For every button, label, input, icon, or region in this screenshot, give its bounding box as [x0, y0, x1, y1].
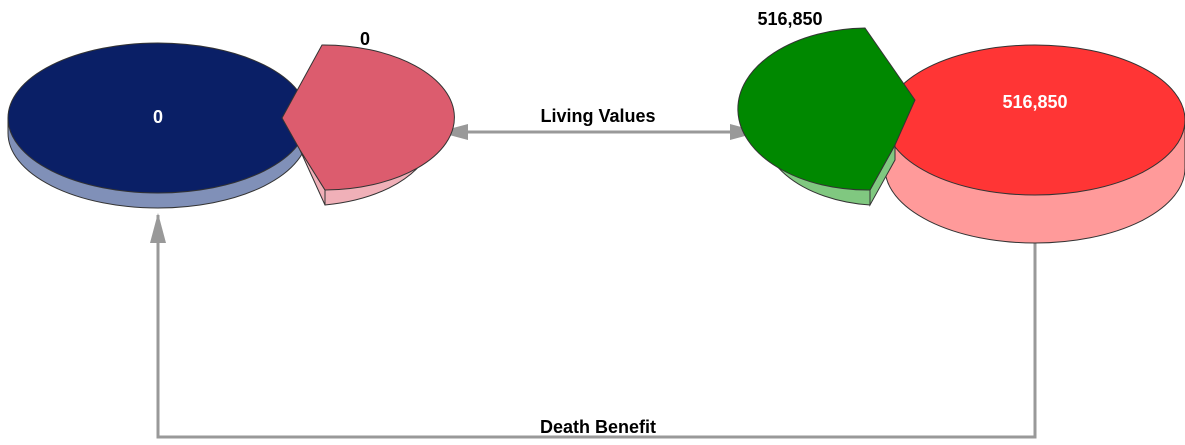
- living-label: Living Values: [540, 106, 655, 126]
- connectors: [150, 124, 1043, 439]
- right-wedge-label: 516,850: [757, 9, 822, 29]
- left-pie: [7, 42, 455, 209]
- left-wedge-label: 0: [360, 29, 370, 49]
- left-main-label: 0: [153, 107, 163, 127]
- right-wedge-top: [737, 27, 916, 191]
- right-top: [884, 44, 1185, 196]
- death-label: Death Benefit: [540, 417, 656, 437]
- death-arrow: [150, 210, 1043, 439]
- left-wedge-top: [281, 44, 455, 191]
- right-pie: [737, 27, 1185, 244]
- right-main-label: 516,850: [1002, 92, 1067, 112]
